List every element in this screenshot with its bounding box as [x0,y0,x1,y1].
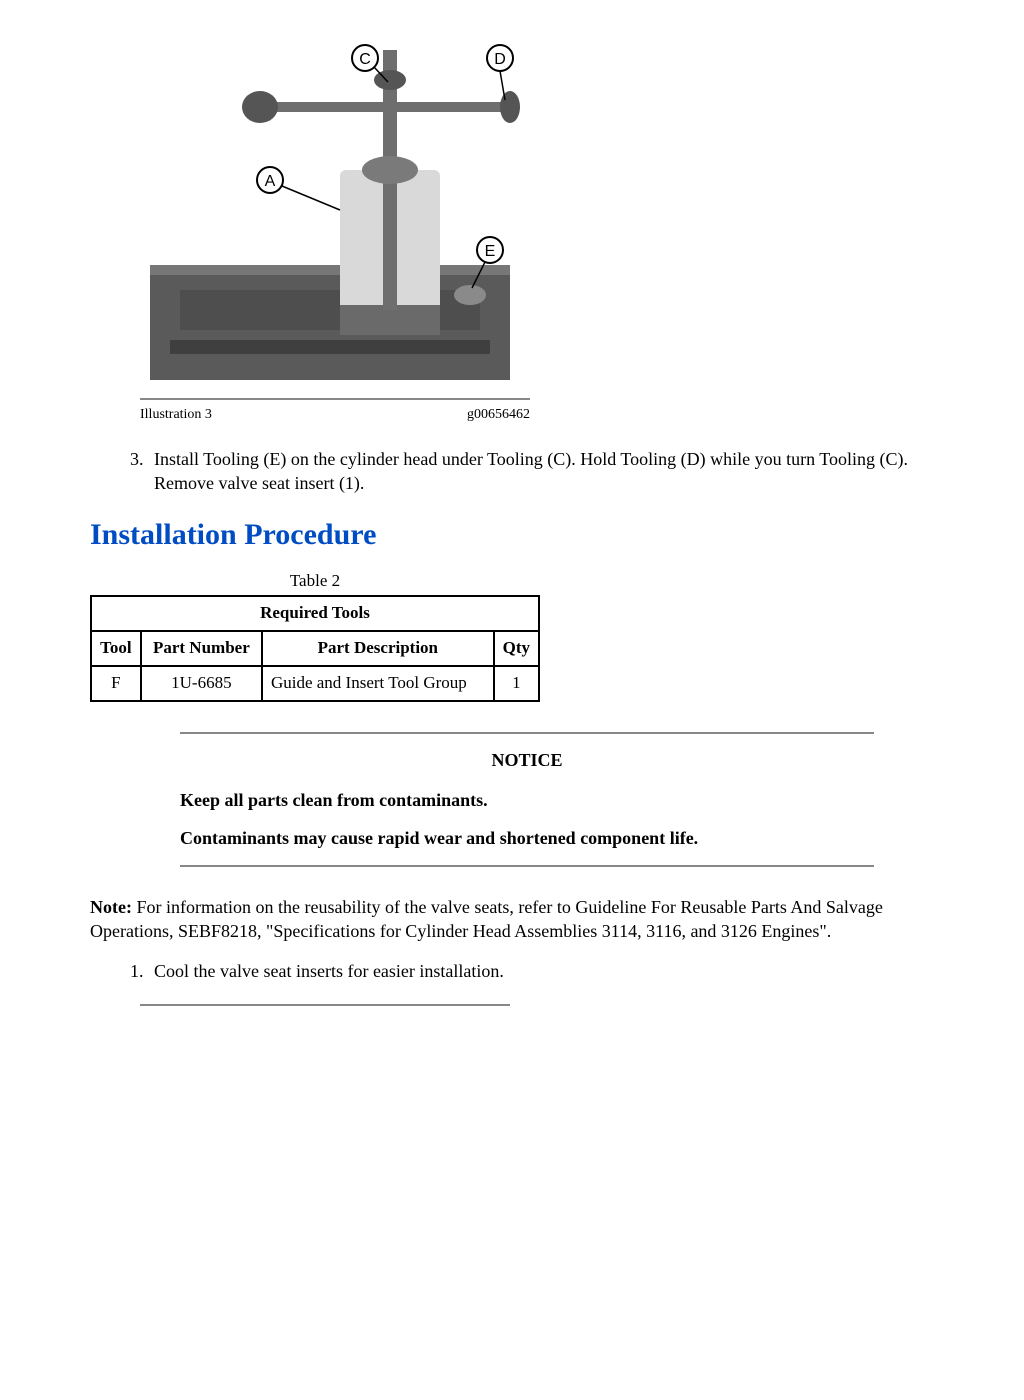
notice-top-divider [180,732,874,734]
table-row: F 1U-6685 Guide and Insert Tool Group 1 [91,666,539,701]
illustration-3: C D A E [140,40,934,390]
cell-qty: 1 [494,666,539,701]
table-title: Required Tools [91,596,539,631]
note-label: Note: [90,897,132,917]
installation-steps: Cool the valve seat inserts for easier i… [90,959,934,983]
step-3: Install Tooling (E) on the cylinder head… [148,447,934,496]
cell-desc: Guide and Insert Tool Group [262,666,494,701]
notice-line-2: Contaminants may cause rapid wear and sh… [180,826,874,850]
svg-text:D: D [494,51,506,68]
illustration-id: g00656462 [467,406,530,425]
cell-pn: 1U-6685 [141,666,262,701]
svg-text:A: A [265,173,276,190]
note-text: For information on the reusability of th… [90,897,883,941]
col-part-number: Part Number [141,631,262,666]
bottom-divider [140,1004,510,1006]
col-part-description: Part Description [262,631,494,666]
removal-steps: Install Tooling (E) on the cylinder head… [90,447,934,496]
section-title-installation: Installation Procedure [90,515,934,556]
notice-line-1: Keep all parts clean from contaminants. [180,788,874,812]
col-tool: Tool [91,631,141,666]
required-tools-table: Required Tools Tool Part Number Part Des… [90,595,540,702]
notice-bottom-divider [180,865,874,867]
illustration-divider [140,398,530,400]
notice-block: NOTICE Keep all parts clean from contami… [180,732,874,867]
notice-title: NOTICE [180,748,874,772]
svg-text:E: E [485,243,496,260]
cell-tool: F [91,666,141,701]
col-qty: Qty [494,631,539,666]
note-paragraph: Note: For information on the reusability… [90,895,934,944]
step-1: Cool the valve seat inserts for easier i… [148,959,934,983]
illustration-label: Illustration 3 [140,406,212,425]
table-caption: Table 2 [90,570,540,593]
illustration-3-svg: C D A E [140,40,520,390]
svg-text:C: C [359,51,371,68]
illustration-caption: Illustration 3 g00656462 [140,406,530,425]
